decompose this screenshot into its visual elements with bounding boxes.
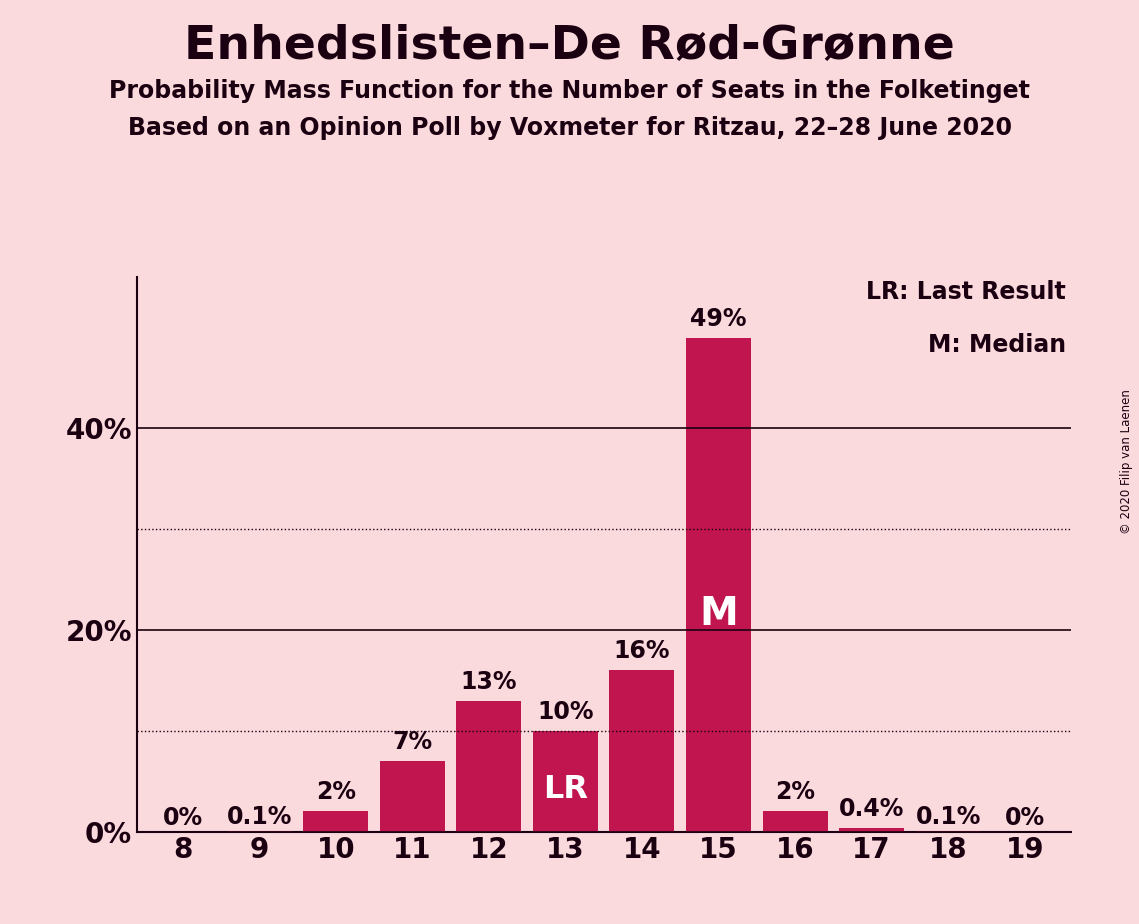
Text: 2%: 2% [316, 781, 355, 805]
Text: 49%: 49% [690, 307, 747, 331]
Text: 0.1%: 0.1% [916, 805, 981, 829]
Bar [227, 831, 292, 832]
Text: 16%: 16% [614, 639, 670, 663]
Bar [457, 700, 522, 832]
Bar [839, 828, 904, 832]
Text: M: Median: M: Median [928, 333, 1066, 357]
Text: 0%: 0% [163, 806, 203, 830]
Bar [609, 670, 674, 832]
Text: LR: LR [543, 773, 588, 805]
Bar [762, 811, 828, 832]
Text: 0%: 0% [1005, 806, 1044, 830]
Text: 2%: 2% [775, 781, 816, 805]
Text: 10%: 10% [538, 699, 593, 723]
Text: 7%: 7% [392, 730, 433, 754]
Text: 0.4%: 0.4% [839, 796, 904, 821]
Text: Probability Mass Function for the Number of Seats in the Folketinget: Probability Mass Function for the Number… [109, 79, 1030, 103]
Text: 0.1%: 0.1% [227, 805, 292, 829]
Text: Enhedslisten–De Rød-Grønne: Enhedslisten–De Rød-Grønne [185, 23, 954, 68]
Bar [379, 761, 445, 832]
Bar [686, 337, 751, 832]
Text: LR: Last Result: LR: Last Result [867, 280, 1066, 304]
Text: 13%: 13% [460, 670, 517, 694]
Bar [303, 811, 368, 832]
Text: M: M [699, 595, 738, 633]
Bar [533, 731, 598, 832]
Text: © 2020 Filip van Laenen: © 2020 Filip van Laenen [1121, 390, 1133, 534]
Bar [916, 831, 981, 832]
Text: Based on an Opinion Poll by Voxmeter for Ritzau, 22–28 June 2020: Based on an Opinion Poll by Voxmeter for… [128, 116, 1011, 140]
